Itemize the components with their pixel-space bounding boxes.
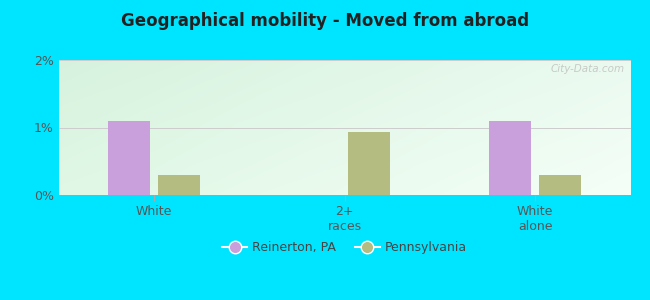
Bar [158, 175, 200, 195]
Bar [489, 121, 531, 195]
Bar [348, 132, 390, 195]
Bar [539, 175, 581, 195]
Text: Geographical mobility - Moved from abroad: Geographical mobility - Moved from abroa… [121, 12, 529, 30]
Legend: Reinerton, PA, Pennsylvania: Reinerton, PA, Pennsylvania [217, 236, 472, 259]
Bar [108, 121, 150, 195]
Text: City-Data.com: City-Data.com [551, 64, 625, 74]
